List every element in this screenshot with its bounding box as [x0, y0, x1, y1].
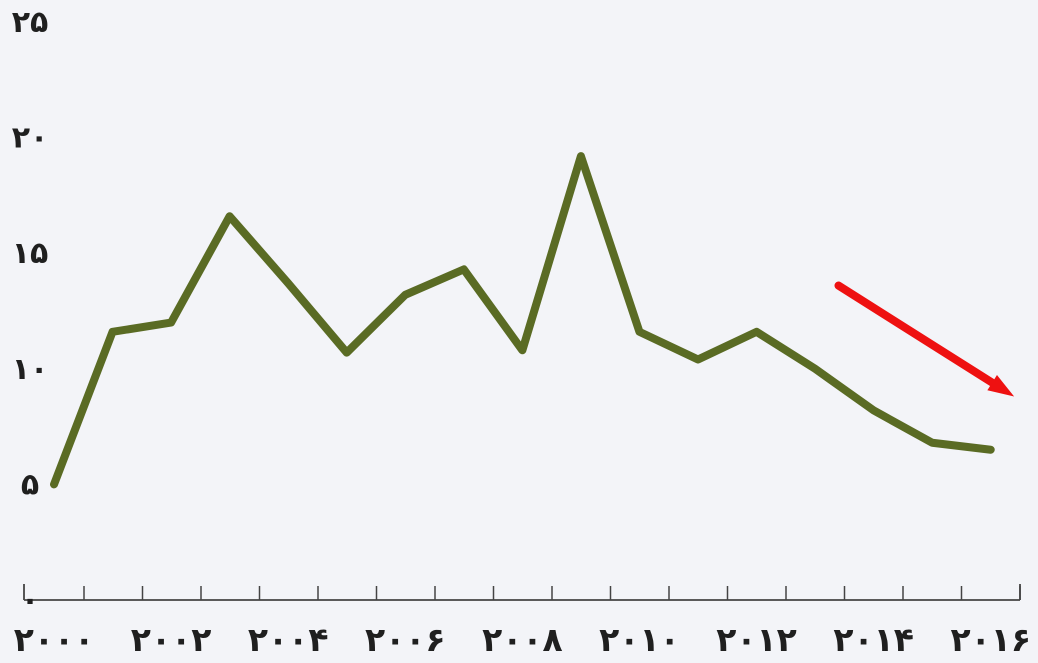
x-tick-label: ۲۰۱۲: [716, 620, 797, 659]
x-tick-label: ۲۰۰۸: [482, 620, 563, 659]
x-tick-label: ۲۰۱۴: [833, 620, 914, 659]
y-tick-label: ۲۵: [12, 5, 49, 40]
y-tick-label: ۵: [21, 467, 39, 502]
y-tick-label: ۱۵: [12, 236, 49, 271]
y-tick-label: ۲۰: [12, 121, 49, 156]
x-tick-label: ۲۰۱۶: [950, 620, 1031, 659]
x-tick-label: ۲۰۰۲: [131, 620, 212, 659]
y-tick-label: ۱۰: [12, 352, 49, 387]
x-tick-label: ۲۰۰۶: [365, 620, 446, 659]
x-tick-labels: ۲۰۰۰ ۲۰۰۲ ۲۰۰۴ ۲۰۰۶ ۲۰۰۸ ۲۰۱۰ ۲۰۱۲ ۲۰۱۴ ۲۰۱۶: [14, 620, 1031, 659]
y-tick-label: ۰: [21, 583, 39, 618]
x-tick-label: ۲۰۰۴: [248, 620, 329, 659]
x-tick-label: ۲۰۰۰: [14, 620, 95, 659]
x-tick-label: ۲۰۱۰: [599, 620, 680, 659]
